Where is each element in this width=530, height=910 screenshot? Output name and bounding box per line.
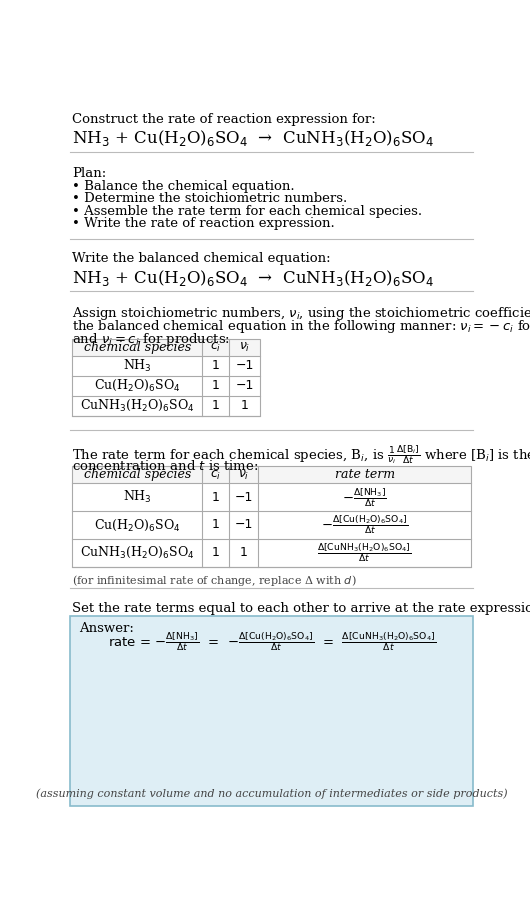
Text: rate = $-\frac{\Delta[\mathrm{NH_3}]}{\Delta t}$  =  $-\frac{\Delta[\mathrm{Cu(H: rate = $-\frac{\Delta[\mathrm{NH_3}]}{\D… <box>108 631 436 653</box>
Text: rate term: rate term <box>334 469 395 481</box>
Text: −1: −1 <box>235 519 253 531</box>
Text: Assign stoichiometric numbers, $\nu_i$, using the stoichiometric coefficients, $: Assign stoichiometric numbers, $\nu_i$, … <box>73 305 530 322</box>
Text: 1: 1 <box>211 490 219 504</box>
Text: 1: 1 <box>211 359 219 372</box>
Text: NH$_3$ + Cu(H$_2$O)$_6$SO$_4$  →  CuNH$_3$(H$_2$O)$_6$SO$_4$: NH$_3$ + Cu(H$_2$O)$_6$SO$_4$ → CuNH$_3$… <box>73 128 435 148</box>
Text: 1: 1 <box>211 399 219 412</box>
Text: Construct the rate of reaction expression for:: Construct the rate of reaction expressio… <box>73 113 376 126</box>
Text: The rate term for each chemical species, B$_i$, is $\frac{1}{\nu_i}\frac{\Delta[: The rate term for each chemical species,… <box>73 443 530 466</box>
Text: $c_i$: $c_i$ <box>210 469 221 481</box>
Bar <box>73 339 260 416</box>
Text: NH$_3$: NH$_3$ <box>123 490 152 505</box>
Text: $c_i$: $c_i$ <box>210 340 221 354</box>
Text: NH$_3$ + Cu(H$_2$O)$_6$SO$_4$  →  CuNH$_3$(H$_2$O)$_6$SO$_4$: NH$_3$ + Cu(H$_2$O)$_6$SO$_4$ → CuNH$_3$… <box>73 268 435 288</box>
Text: (assuming constant volume and no accumulation of intermediates or side products): (assuming constant volume and no accumul… <box>36 788 507 799</box>
Text: $-\frac{\Delta[\mathrm{Cu(H_2O)_6SO_4}]}{\Delta t}$: $-\frac{\Delta[\mathrm{Cu(H_2O)_6SO_4}]}… <box>321 513 408 537</box>
Text: (for infinitesimal rate of change, replace Δ with $d$): (for infinitesimal rate of change, repla… <box>73 572 357 588</box>
Bar <box>73 467 471 567</box>
Text: −1: −1 <box>235 359 254 372</box>
Text: −1: −1 <box>235 490 253 504</box>
Text: CuNH$_3$(H$_2$O)$_6$SO$_4$: CuNH$_3$(H$_2$O)$_6$SO$_4$ <box>80 545 195 561</box>
Text: 1: 1 <box>240 546 248 560</box>
FancyBboxPatch shape <box>70 616 473 806</box>
Text: 1: 1 <box>211 519 219 531</box>
Text: • Balance the chemical equation.: • Balance the chemical equation. <box>73 180 295 193</box>
Text: chemical species: chemical species <box>84 469 191 481</box>
Text: $-\frac{\Delta[\mathrm{NH}_3]}{\Delta t}$: $-\frac{\Delta[\mathrm{NH}_3]}{\Delta t}… <box>342 486 387 509</box>
Text: • Assemble the rate term for each chemical species.: • Assemble the rate term for each chemic… <box>73 205 422 217</box>
Bar <box>73 467 471 483</box>
Text: CuNH$_3$(H$_2$O)$_6$SO$_4$: CuNH$_3$(H$_2$O)$_6$SO$_4$ <box>80 398 195 413</box>
Text: −1: −1 <box>235 379 254 392</box>
Text: $\nu_i$: $\nu_i$ <box>238 469 250 481</box>
Text: Cu(H$_2$O)$_6$SO$_4$: Cu(H$_2$O)$_6$SO$_4$ <box>94 518 180 532</box>
Text: and $\nu_i = c_i$ for products:: and $\nu_i = c_i$ for products: <box>73 331 231 348</box>
Bar <box>73 339 260 356</box>
Text: 1: 1 <box>211 546 219 560</box>
Text: • Determine the stoichiometric numbers.: • Determine the stoichiometric numbers. <box>73 192 348 206</box>
Text: Plan:: Plan: <box>73 167 107 180</box>
Text: Answer:: Answer: <box>78 622 134 635</box>
Text: 1: 1 <box>241 399 249 412</box>
Text: chemical species: chemical species <box>84 340 191 354</box>
Text: $\nu_i$: $\nu_i$ <box>239 340 250 354</box>
Text: Set the rate terms equal to each other to arrive at the rate expression:: Set the rate terms equal to each other t… <box>73 602 530 615</box>
Text: NH$_3$: NH$_3$ <box>123 358 152 374</box>
Text: $\frac{\Delta[\mathrm{CuNH_3(H_2O)_6SO_4}]}{\Delta t}$: $\frac{\Delta[\mathrm{CuNH_3(H_2O)_6SO_4… <box>317 541 412 564</box>
Text: • Write the rate of reaction expression.: • Write the rate of reaction expression. <box>73 217 335 230</box>
Text: 1: 1 <box>211 379 219 392</box>
Text: Write the balanced chemical equation:: Write the balanced chemical equation: <box>73 252 331 266</box>
Text: the balanced chemical equation in the following manner: $\nu_i = -c_i$ for react: the balanced chemical equation in the fo… <box>73 318 530 335</box>
Text: concentration and $t$ is time:: concentration and $t$ is time: <box>73 459 259 473</box>
Text: Cu(H$_2$O)$_6$SO$_4$: Cu(H$_2$O)$_6$SO$_4$ <box>94 378 180 393</box>
